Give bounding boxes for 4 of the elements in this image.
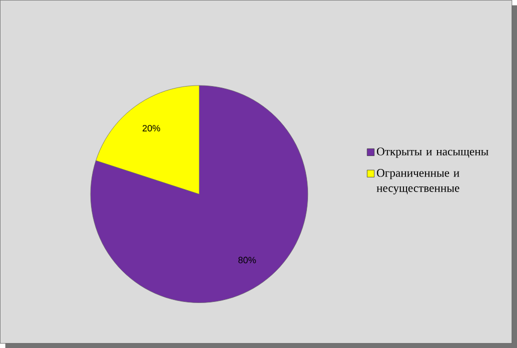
data-label: 20% — [142, 124, 160, 132]
legend-label: Ограниченные и несущественные — [376, 168, 460, 194]
legend-label: Открыты и насыщены — [376, 147, 488, 158]
data-label: 80% — [238, 256, 256, 264]
